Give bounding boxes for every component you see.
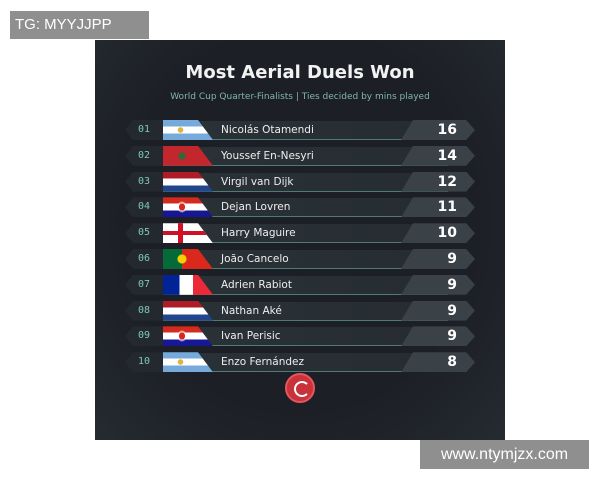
rank: 03	[125, 171, 175, 192]
row-bar	[163, 327, 448, 347]
table-row: 07 Adrien Rabiot 9	[125, 274, 475, 295]
table-row: 02 Youssef En-Nesyri 14	[125, 145, 475, 166]
table-row: 08 Nathan Aké 9	[125, 300, 475, 321]
watermark-bottom: www.ntymjzx.com	[420, 440, 589, 469]
row-bar	[163, 353, 448, 373]
flag-morocco-icon	[163, 145, 213, 166]
player-name: Dejan Lovren	[221, 201, 291, 214]
row-bar	[163, 172, 448, 192]
rank: 06	[125, 249, 175, 269]
rank: 05	[125, 223, 175, 244]
flag-france-icon	[163, 274, 213, 295]
player-name: Harry Maguire	[221, 227, 296, 240]
player-name: Nicolás Otamendi	[221, 124, 314, 136]
flag-netherlands-icon	[163, 300, 213, 321]
player-name: Enzo Fernández	[221, 356, 305, 369]
row-bar	[163, 250, 448, 269]
player-name: Nathan Aké	[221, 304, 282, 317]
subtitle: World Cup Quarter-Finalists | Ties decid…	[170, 92, 430, 102]
flag-argentina-icon	[163, 352, 213, 373]
rank: 01	[125, 120, 175, 140]
flag-croatia-icon	[163, 326, 213, 347]
row-bar	[163, 146, 448, 166]
player-name: Ivan Perisic	[221, 330, 281, 343]
row-bar	[163, 275, 448, 295]
row-bar	[163, 224, 448, 244]
player-name: Virgil van Dijk	[221, 175, 294, 188]
page-title: Most Aerial Duels Won	[185, 62, 415, 83]
table-row: 04 Dejan Lovren 11	[125, 197, 475, 218]
duels-value: 11	[401, 197, 475, 218]
table-row: 09 Ivan Perisic 9	[125, 326, 475, 347]
infographic-card: Most Aerial Duels Won World Cup Quarter-…	[95, 40, 505, 440]
player-name: João Cancelo	[221, 253, 289, 265]
row-bar	[163, 198, 448, 218]
table-row: 01 Nicolás Otamendi 16	[125, 120, 475, 140]
duels-value: 9	[401, 249, 475, 269]
row-bar	[163, 121, 448, 140]
flag-portugal-icon	[163, 249, 213, 269]
table-row: 05 Harry Maguire 10	[125, 223, 475, 244]
rank: 08	[125, 300, 175, 321]
rank: 04	[125, 197, 175, 218]
flag-croatia-icon	[163, 197, 213, 218]
rank: 02	[125, 145, 175, 166]
duels-value: 9	[401, 274, 475, 295]
duels-value: 14	[401, 145, 475, 166]
duels-value: 8	[401, 352, 475, 373]
flag-england-icon	[163, 223, 213, 244]
rank: 07	[125, 274, 175, 295]
brand-logo-icon	[285, 373, 315, 403]
duels-value: 16	[401, 120, 475, 140]
watermark-top: TG: MYYJJPP	[10, 11, 149, 39]
flag-argentina-icon	[163, 120, 213, 140]
rank: 09	[125, 326, 175, 347]
table-row: 10 Enzo Fernández 8	[125, 352, 475, 373]
duels-value: 12	[401, 171, 475, 192]
player-name: Youssef En-Nesyri	[221, 149, 314, 162]
player-name: Adrien Rabiot	[221, 278, 292, 291]
duels-value: 9	[401, 326, 475, 347]
row-bar	[163, 301, 448, 321]
table-row: 06 João Cancelo 9	[125, 249, 475, 269]
duels-value: 10	[401, 223, 475, 244]
flag-netherlands-icon	[163, 171, 213, 192]
duels-value: 9	[401, 300, 475, 321]
rank: 10	[125, 352, 175, 373]
table-row: 03 Virgil van Dijk 12	[125, 171, 475, 192]
